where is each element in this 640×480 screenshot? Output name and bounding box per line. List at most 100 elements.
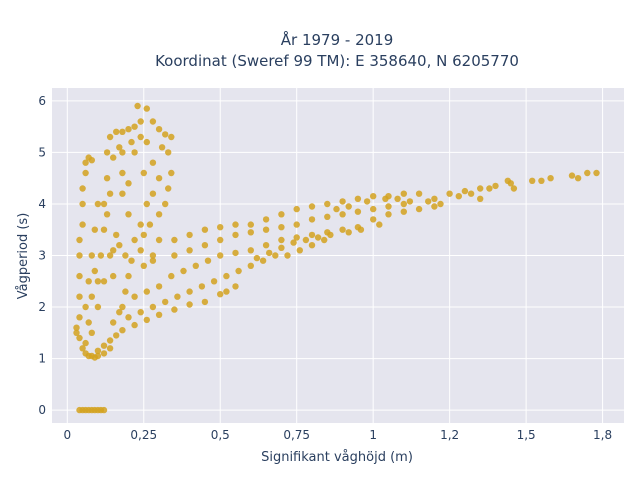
data-point (168, 272, 175, 280)
data-point (446, 190, 453, 197)
data-point (217, 236, 224, 244)
data-point (284, 252, 291, 259)
data-point (91, 226, 99, 233)
data-point (155, 311, 163, 318)
data-point (119, 327, 126, 334)
data-point (223, 288, 230, 295)
data-point (143, 105, 150, 112)
data-point (162, 298, 169, 306)
data-point (100, 226, 108, 233)
data-point (308, 216, 316, 223)
data-point (94, 352, 102, 360)
data-point (415, 205, 423, 213)
data-point (137, 221, 144, 228)
data-point (477, 185, 484, 192)
data-point (146, 221, 154, 228)
data-point (385, 211, 392, 218)
data-point (262, 226, 270, 233)
y-tick-label: 4 (38, 197, 46, 211)
data-point (278, 236, 285, 244)
data-point (110, 272, 117, 280)
data-point (293, 205, 300, 213)
data-point (568, 172, 576, 179)
x-tick-label: 0,25 (130, 428, 157, 442)
data-point (192, 262, 199, 269)
y-tick-label: 5 (38, 145, 46, 159)
data-point (437, 200, 444, 208)
data-point (113, 128, 120, 135)
data-point (262, 216, 270, 223)
data-point (76, 272, 83, 280)
data-point (232, 283, 239, 290)
data-point (82, 303, 89, 311)
data-point (128, 257, 135, 264)
data-point (119, 149, 126, 156)
data-point (100, 406, 108, 414)
x-tick-label: 0,5 (211, 428, 230, 442)
y-tick-label: 1 (38, 352, 46, 366)
data-point (201, 226, 209, 233)
data-point (158, 144, 166, 151)
data-point (180, 267, 187, 275)
data-point (272, 252, 279, 259)
data-point (314, 234, 322, 241)
data-point (143, 200, 150, 208)
data-point (247, 247, 254, 254)
data-point (79, 345, 86, 352)
data-point (149, 159, 157, 166)
data-point (73, 329, 80, 336)
data-point (116, 242, 123, 249)
chart-title-line2: Koordinat (Sweref 99 TM): E 358640, N 62… (155, 52, 519, 70)
data-point (217, 252, 224, 259)
data-point (119, 303, 126, 311)
data-point (100, 200, 108, 208)
data-point (165, 149, 172, 156)
data-point (400, 200, 407, 208)
data-point (94, 303, 102, 311)
data-point (79, 185, 86, 192)
data-point (76, 236, 83, 244)
data-point (204, 257, 212, 264)
data-point (186, 247, 193, 254)
data-point (235, 267, 242, 275)
data-point (293, 234, 300, 241)
data-point (259, 257, 267, 264)
data-point (155, 126, 163, 133)
data-point (88, 157, 96, 164)
data-point (247, 262, 254, 269)
data-point (345, 203, 352, 210)
data-point (76, 293, 83, 300)
data-point (82, 339, 89, 347)
data-point (425, 198, 432, 205)
data-point (149, 257, 157, 264)
data-point (76, 334, 83, 342)
data-point (168, 169, 175, 177)
data-point (171, 236, 178, 244)
data-point (370, 216, 377, 223)
data-point (406, 198, 414, 205)
data-point (461, 187, 469, 195)
data-point (125, 180, 132, 187)
data-point (165, 185, 172, 192)
data-point (293, 221, 300, 228)
data-point (278, 244, 285, 251)
data-point (88, 329, 96, 336)
data-point (162, 131, 169, 138)
data-point (201, 298, 209, 306)
y-axis-label: Vågperiod (s) (16, 213, 31, 300)
data-point (538, 177, 545, 184)
data-point (143, 288, 150, 295)
data-point (339, 211, 346, 218)
data-point (370, 205, 377, 213)
data-point (137, 247, 144, 254)
data-point (232, 221, 239, 228)
data-point (106, 190, 114, 197)
data-point (201, 242, 209, 249)
data-point (91, 267, 99, 275)
data-point (354, 208, 362, 215)
data-point (100, 278, 108, 285)
data-point (174, 293, 181, 300)
x-axis-label: Signifikant våghöjd (m) (261, 450, 413, 465)
data-point (232, 249, 239, 257)
data-point (106, 252, 114, 259)
